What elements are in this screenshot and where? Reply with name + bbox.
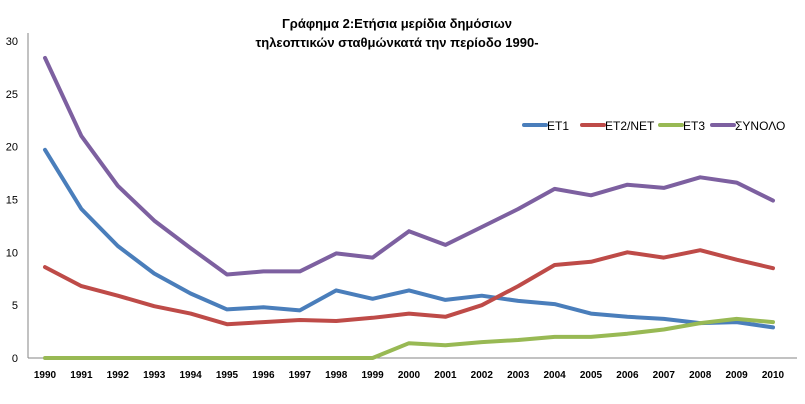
series-line-ΕΤ3: [43, 316, 775, 360]
y-tick-label: 15: [6, 195, 18, 207]
x-tick-label: 1993: [143, 370, 166, 381]
x-tick-label: 1992: [107, 370, 130, 381]
x-tick-label: 2008: [689, 370, 712, 381]
x-tick-label: 1998: [325, 370, 348, 381]
chart-title-line-1: Γράφημα 2:Ετήσια μερίδια δημόσιων: [282, 16, 512, 31]
y-tick-label: 30: [6, 36, 18, 48]
x-tick-label: 2010: [762, 370, 785, 381]
legend-label: ΣΥΝΟΛΟ: [735, 119, 785, 133]
legend-item: ΕΤ2/ΝΕΤ: [580, 119, 655, 133]
y-tick-label: 5: [12, 300, 18, 312]
x-tick-label: 2001: [434, 370, 457, 381]
y-tick-label: 10: [6, 247, 18, 259]
legend-item: ΕΤ3: [658, 119, 705, 133]
series-line-ΕΤ1: [43, 147, 775, 330]
x-tick-label: 1996: [252, 370, 275, 381]
x-tick-label: 2007: [653, 370, 676, 381]
x-tick-label: 1991: [70, 370, 93, 381]
x-tick-label: 2003: [507, 370, 530, 381]
x-tick-label: 2004: [543, 370, 566, 381]
x-tick-label: 2009: [725, 370, 748, 381]
series-line-ΣΥΝΟΛΟ: [43, 55, 775, 277]
series-line-ΕΤ2/ΝΕΤ: [43, 248, 775, 327]
x-tick-label: 1994: [179, 370, 202, 381]
x-tick-label: 1997: [289, 370, 312, 381]
x-tick-label: 2006: [616, 370, 639, 381]
legend-label: ΕΤ2/ΝΕΤ: [605, 119, 655, 133]
y-tick-label: 0: [12, 353, 18, 365]
x-tick-label: 2005: [580, 370, 603, 381]
legend-item: ΣΥΝΟΛΟ: [710, 119, 785, 133]
y-tick-label: 25: [6, 89, 18, 101]
chart-title-line-2: τηλεοπτικών σταθμώνκατά την περίοδο 1990…: [255, 35, 538, 50]
legend-item: ΕΤ1: [522, 119, 569, 133]
x-tick-label: 1990: [34, 370, 57, 381]
legend-label: ΕΤ1: [547, 119, 569, 133]
x-tick-label: 2002: [471, 370, 494, 381]
x-tick-label: 2000: [398, 370, 421, 381]
x-tick-label: 1999: [361, 370, 384, 381]
legend-label: ΕΤ3: [683, 119, 705, 133]
x-tick-label: 1995: [216, 370, 239, 381]
y-tick-label: 20: [6, 142, 18, 154]
